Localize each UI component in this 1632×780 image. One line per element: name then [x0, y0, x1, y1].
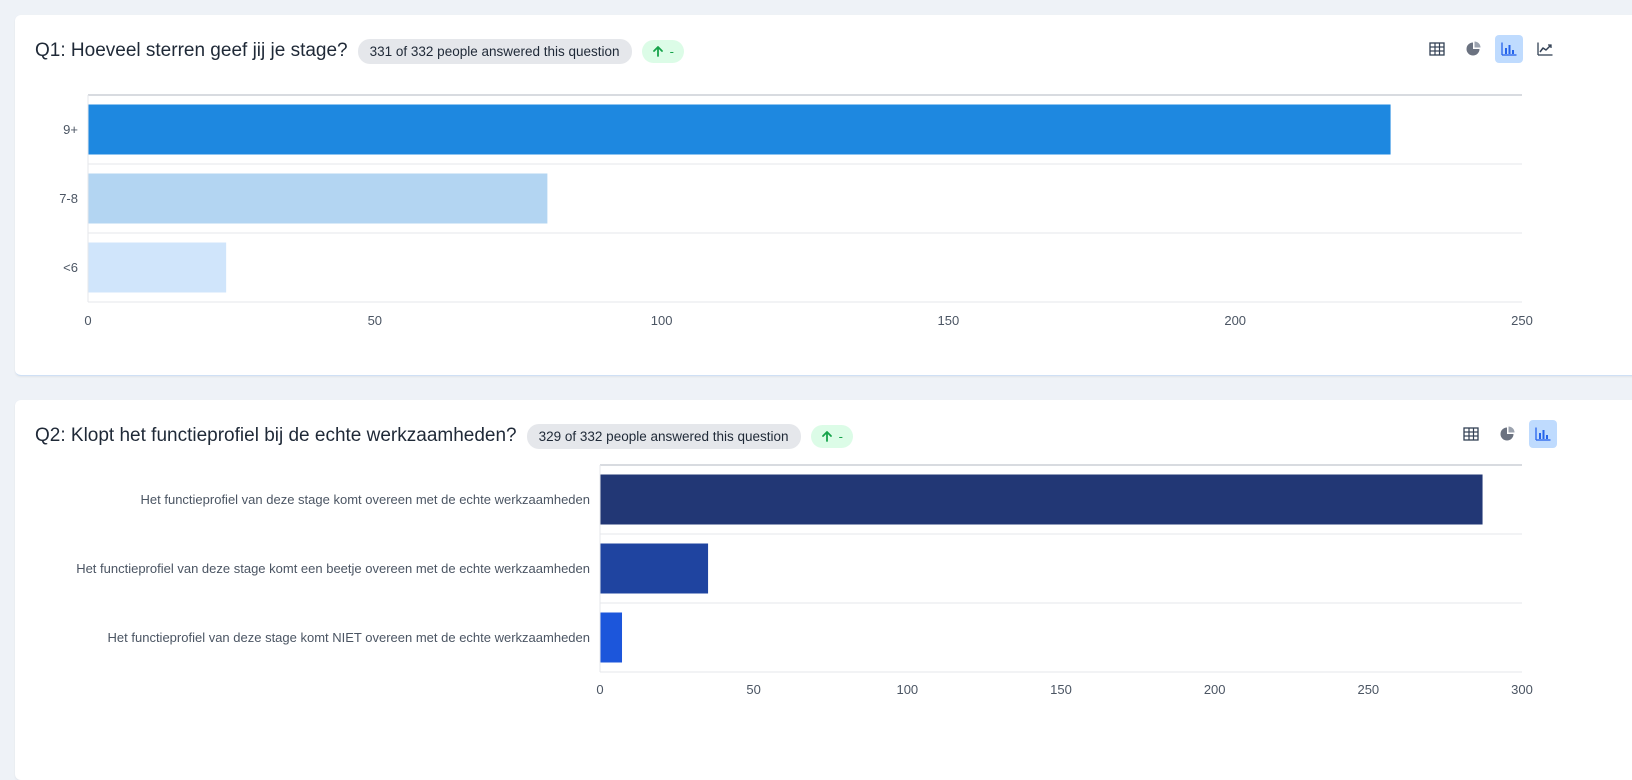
table-icon: [1429, 42, 1445, 56]
tick-label: 250: [1511, 313, 1533, 328]
bar[interactable]: [88, 242, 227, 293]
bar[interactable]: [88, 173, 548, 224]
pie-view-button[interactable]: [1493, 420, 1521, 448]
bar-view-button[interactable]: [1495, 35, 1523, 63]
tick-label: 0: [596, 682, 603, 697]
category-label: Het functieprofiel van deze stage komt o…: [141, 492, 590, 507]
chart-q2: Het functieprofiel van deze stage komt o…: [76, 464, 1533, 697]
line-view-button[interactable]: [1531, 35, 1559, 63]
category-label: 9+: [63, 122, 78, 137]
category-label: Het functieprofiel van deze stage komt e…: [76, 561, 590, 576]
category-label: <6: [63, 260, 78, 275]
question-title: Q1: Hoeveel sterren geef jij je stage?: [35, 40, 348, 61]
bar[interactable]: [600, 474, 1483, 525]
bar-chart-icon: [1501, 42, 1517, 56]
bar-chart-icon: [1535, 427, 1551, 441]
trend-badge: -: [641, 39, 684, 63]
question-title: Q2: Klopt het functieprofiel bij de echt…: [35, 425, 517, 446]
chart-view-toolbar: [1423, 35, 1559, 63]
trend-value: -: [669, 43, 674, 59]
tick-label: 50: [746, 682, 760, 697]
line-chart-icon: [1537, 42, 1553, 56]
chart-view-toolbar: [1457, 420, 1557, 448]
bar[interactable]: [600, 543, 709, 594]
tick-label: 0: [84, 313, 91, 328]
table-view-button[interactable]: [1423, 35, 1451, 63]
pie-view-button[interactable]: [1459, 35, 1487, 63]
tick-label: 300: [1511, 682, 1533, 697]
tick-label: 200: [1204, 682, 1226, 697]
table-view-button[interactable]: [1457, 420, 1485, 448]
question-header: Q1: Hoeveel sterren geef jij je stage? 3…: [35, 37, 684, 65]
answered-count-badge: 329 of 332 people answered this question: [526, 423, 801, 449]
tick-label: 150: [1050, 682, 1072, 697]
tick-label: 100: [896, 682, 918, 697]
tick-label: 100: [651, 313, 673, 328]
table-icon: [1463, 427, 1479, 441]
tick-label: 250: [1357, 682, 1379, 697]
tick-label: 200: [1224, 313, 1246, 328]
bar-view-button[interactable]: [1529, 420, 1557, 448]
question-header: Q2: Klopt het functieprofiel bij de echt…: [35, 422, 853, 450]
tick-label: 150: [938, 313, 960, 328]
bar[interactable]: [600, 612, 623, 663]
question-card-q1: Q1: Hoeveel sterren geef jij je stage? 3…: [15, 15, 1632, 376]
trend-value: -: [838, 428, 843, 444]
chart-q1: 9+ 7-8 <6 0 50 100 150 200 250: [59, 94, 1533, 328]
tick-label: 50: [368, 313, 382, 328]
arrow-up-icon: [652, 46, 663, 57]
question-card-q2: Q2: Klopt het functieprofiel bij de echt…: [15, 400, 1632, 780]
pie-chart-icon: [1500, 426, 1515, 441]
category-label: Het functieprofiel van deze stage komt N…: [108, 630, 590, 645]
category-label: 7-8: [59, 191, 78, 206]
answered-count-badge: 331 of 332 people answered this question: [357, 38, 632, 64]
pie-chart-icon: [1466, 41, 1481, 56]
bar[interactable]: [88, 104, 1391, 155]
arrow-up-icon: [821, 431, 832, 442]
trend-badge: -: [810, 424, 853, 448]
